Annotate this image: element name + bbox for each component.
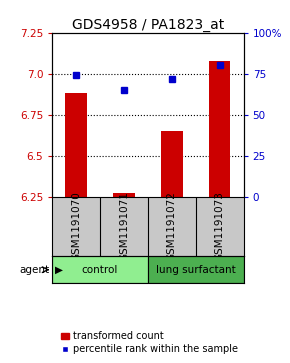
Bar [161, 131, 183, 197]
Bar [148, 256, 244, 283]
Bar [113, 193, 135, 197]
Bar [52, 256, 148, 283]
Title: GDS4958 / PA1823_at: GDS4958 / PA1823_at [72, 18, 224, 32]
Bar [65, 93, 87, 197]
Legend: transformed count, percentile rank within the sample: transformed count, percentile rank withi… [57, 327, 242, 358]
Text: GSM1191072: GSM1191072 [167, 192, 177, 261]
Text: control: control [82, 265, 118, 275]
Text: GSM1191073: GSM1191073 [215, 192, 225, 261]
Text: lung surfactant: lung surfactant [156, 265, 235, 275]
Text: GSM1191071: GSM1191071 [119, 192, 129, 261]
Text: agent: agent [20, 265, 50, 275]
Bar [209, 61, 231, 197]
Text: GSM1191070: GSM1191070 [71, 192, 81, 261]
Text: ▶: ▶ [55, 265, 63, 275]
